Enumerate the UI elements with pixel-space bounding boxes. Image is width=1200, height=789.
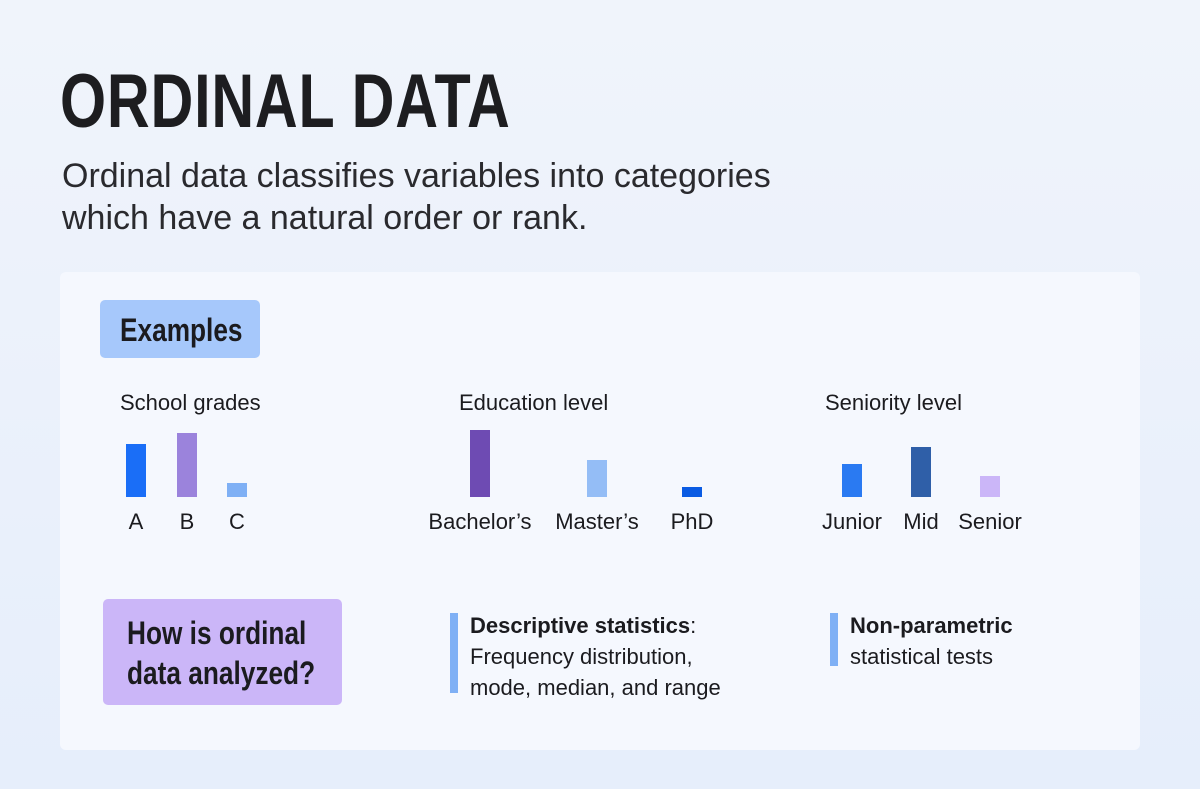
category-label: Junior <box>822 509 882 534</box>
method-line: mode, median, and range <box>470 675 721 700</box>
accent-bar <box>830 613 838 666</box>
bar-bachelors <box>470 430 490 497</box>
category-label: B <box>179 509 195 534</box>
bar-senior <box>980 476 1000 497</box>
method-title: Descriptive statistics <box>470 613 691 638</box>
category-label: Senior <box>958 509 1022 534</box>
example-group-title: Education level <box>459 390 609 415</box>
method-nonparametric: Non-parametric statistical tests <box>850 610 1013 672</box>
question-box: How is ordinal data analyzed? <box>103 599 342 705</box>
example-group-title: School grades <box>120 390 261 415</box>
bar-c <box>227 483 247 497</box>
category-label: Mid <box>903 509 939 534</box>
question-text: How is ordinal data analyzed? <box>127 615 316 691</box>
accent-bar <box>450 613 458 693</box>
example-group-title: Seniority level <box>825 390 962 415</box>
category-label: A <box>128 509 144 534</box>
subtitle: Ordinal data classifies variables into c… <box>62 155 882 239</box>
method-descriptive: Descriptive statistics: Frequency distri… <box>470 610 721 703</box>
bar-b <box>177 433 197 497</box>
method-line: Frequency distribution, <box>470 644 693 669</box>
category-label: PhD <box>670 509 714 534</box>
bar-masters <box>587 460 607 497</box>
subtitle-line: Ordinal data classifies variables into c… <box>62 157 771 195</box>
bar-phd <box>682 487 702 497</box>
method-title: Non-parametric <box>850 613 1013 638</box>
category-label: Master’s <box>555 509 639 534</box>
bar-mid <box>911 447 931 497</box>
examples-label: Examples <box>120 312 243 348</box>
method-suffix: : <box>690 613 697 638</box>
page-title: ORDINAL DATA <box>60 59 511 144</box>
category-label: Bachelor’s <box>428 509 532 534</box>
subtitle-line: which have a natural order or rank. <box>62 199 588 237</box>
bar-a <box>126 444 146 497</box>
category-label: C <box>229 509 245 534</box>
examples-badge: Examples <box>100 300 260 358</box>
bar-junior <box>842 464 862 497</box>
method-line: statistical tests <box>850 644 994 669</box>
